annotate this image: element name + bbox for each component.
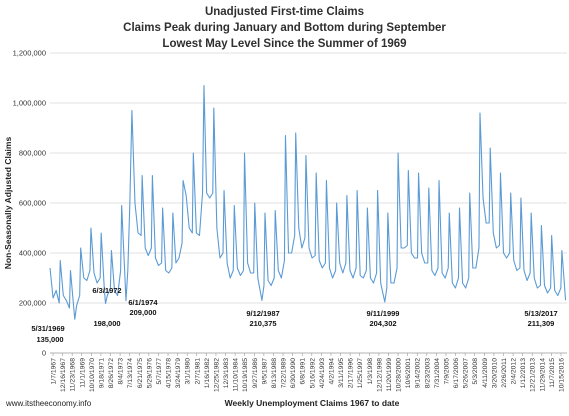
- x-tick-label: 8/13/1988: [271, 358, 278, 388]
- x-tick-label: 7/9/2005: [443, 358, 450, 385]
- annotation-1974-date: 6/1/1974: [128, 298, 158, 307]
- y-tick-label: 800,000: [19, 149, 46, 158]
- x-tick-label: 11/20/1999: [386, 358, 393, 392]
- x-tick-label: 5/29/1976: [146, 358, 153, 388]
- x-tick-label: 5/7/1977: [156, 358, 163, 385]
- x-tick-label: 6/17/2006: [453, 358, 460, 388]
- x-tick-label: 1/25/1997: [357, 358, 364, 388]
- annotation-1972-date: 6/3/1972: [92, 286, 121, 295]
- x-tick-label: 10/19/1985: [242, 358, 249, 392]
- x-tick-label: 11/7/2015: [549, 358, 556, 388]
- x-tick-label: 8/4/1973: [118, 358, 125, 385]
- x-tick-label: 7/13/1974: [127, 358, 134, 388]
- x-tick-label: 3/20/2010: [491, 358, 498, 388]
- x-tick-label: 3/1/1980: [185, 358, 192, 385]
- x-tick-label: 12/12/1998: [376, 358, 383, 392]
- annotation-1999-value: 204,302: [369, 319, 396, 328]
- y-tick-label: 200,000: [19, 299, 46, 308]
- gridlines: [50, 52, 567, 304]
- x-tick-label: 2/4/2012: [511, 358, 518, 385]
- x-tick-label: 6/8/1991: [300, 358, 307, 385]
- x-tick-label: 4/24/1993: [319, 358, 326, 388]
- y-axis-ticks: 0 200,000 400,000 600,000 800,000 1,000,000 1,…: [13, 49, 46, 358]
- y-tick-label: 600,000: [19, 199, 46, 208]
- x-tick-label: 6/21/1975: [137, 358, 144, 388]
- y-tick-label: 400,000: [19, 249, 46, 258]
- annotation-2017-date: 5/13/2017: [524, 309, 557, 318]
- x-tick-label: 12/3/1983: [223, 358, 230, 388]
- x-tick-label: 5/26/2007: [463, 358, 470, 388]
- x-tick-label: 6/30/1990: [290, 358, 297, 388]
- y-axis-label: Non-Seasonally Adjusted Claims: [3, 137, 13, 270]
- x-tick-label: 2/26/2011: [501, 358, 508, 388]
- annotation-2017-value: 211,309: [528, 319, 555, 328]
- x-tick-label: 1/7/1967: [51, 358, 58, 385]
- x-tick-label: 4/15/1978: [166, 358, 173, 388]
- annotation-1987-date: 9/12/1987: [246, 309, 279, 318]
- x-tick-label: 12/16/1967: [60, 358, 67, 392]
- x-tick-label: 5/3/2008: [472, 358, 479, 385]
- x-axis-label: Weekly Unemployment Claims 1967 to date: [225, 398, 400, 408]
- annotation-1987-value: 210,375: [249, 319, 276, 328]
- x-tick-label: 12/25/1982: [213, 358, 220, 392]
- x-axis-ticks: 1/7/1967 12/16/1967 11/23/1968 11/1/1969 10/…: [51, 353, 566, 392]
- annotation-1969-value: 135,000: [36, 335, 63, 344]
- x-tick-label: 11/10/1984: [233, 358, 240, 392]
- source-footer: www.itstheeconomy.info: [5, 399, 92, 408]
- x-tick-label: 7/31/2004: [434, 358, 441, 388]
- x-tick-label: 10/15/2016: [559, 358, 566, 392]
- x-tick-label: 9/5/1987: [261, 358, 268, 385]
- x-tick-label: 10/10/1970: [89, 358, 96, 392]
- annotation-1969-date: 5/31/1969: [31, 324, 64, 333]
- x-tick-label: 5/16/1992: [309, 358, 316, 388]
- x-tick-label: 2/17/1996: [348, 358, 355, 388]
- x-tick-label: 11/23/1968: [70, 358, 77, 392]
- x-tick-label: 11/29/2014: [539, 358, 546, 392]
- x-tick-label: 3/24/1979: [175, 358, 182, 388]
- y-tick-label: 1,200,000: [13, 49, 46, 58]
- annotations: 5/31/1969 135,000 6/3/1972 198,000 6/1/1…: [31, 286, 557, 344]
- x-tick-label: 4/2/1994: [328, 358, 335, 385]
- x-tick-label: 9/14/2002: [415, 358, 422, 388]
- x-tick-label: 9/27/1986: [252, 358, 259, 388]
- x-tick-label: 9/18/1971: [98, 358, 105, 388]
- annotation-1974-value: 209,000: [129, 308, 156, 317]
- y-tick-label: 1,000,000: [13, 99, 46, 108]
- chart-title-line-2: Claims Peak during January and Bottom du…: [123, 22, 446, 34]
- series-line-claims: [49, 84, 567, 320]
- x-tick-label: 1/12/2013: [520, 358, 527, 388]
- x-tick-label: 10/6/2001: [405, 358, 412, 388]
- y-tick-label: 0: [42, 349, 46, 358]
- x-tick-label: 7/22/1989: [281, 358, 288, 388]
- x-tick-label: 11/1/1969: [79, 358, 86, 388]
- x-tick-label: 8/23/2003: [424, 358, 431, 388]
- chart-title-line-1: Unadjusted First-time Claims: [205, 6, 364, 18]
- x-tick-label: 8/26/1972: [108, 358, 115, 388]
- x-tick-label: 4/11/2009: [482, 358, 489, 388]
- x-tick-label: 1/3/1998: [367, 358, 374, 385]
- annotation-1972-value: 198,000: [93, 319, 120, 328]
- x-tick-label: 10/28/2000: [396, 358, 403, 392]
- x-tick-label: 1/16/1982: [204, 358, 211, 388]
- x-tick-label: 12/21/2013: [530, 358, 537, 392]
- chart-title-line-3: Lowest May Level Since the Summer of 196…: [162, 38, 406, 50]
- x-tick-label: 2/7/1981: [194, 358, 201, 385]
- annotation-1999-date: 9/11/1999: [367, 309, 400, 318]
- x-tick-label: 3/11/1995: [338, 358, 345, 388]
